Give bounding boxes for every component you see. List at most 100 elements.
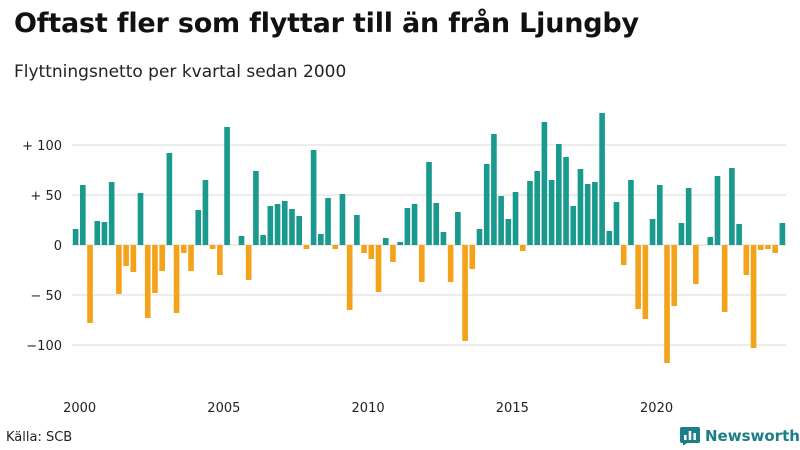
bar [274, 204, 281, 245]
bar [368, 245, 375, 259]
bar [714, 176, 721, 245]
bar [238, 236, 245, 245]
bar [404, 208, 411, 245]
bar [505, 219, 512, 245]
bar [281, 201, 288, 245]
bar [498, 196, 504, 245]
bar [491, 134, 497, 245]
bar [87, 245, 93, 323]
bar [123, 245, 129, 266]
bar [202, 180, 209, 245]
bar [332, 245, 339, 249]
bar [765, 245, 771, 249]
x-axis-labels: 2000 2005 2010 2015 2020 [63, 401, 673, 416]
chart-subtitle: Flyttningsnetto per kvartal sedan 2000 [14, 62, 347, 82]
bar [642, 245, 649, 319]
y-tick-label: + 100 [22, 139, 62, 154]
bar [779, 223, 786, 245]
bar [584, 184, 591, 245]
bar [678, 223, 685, 245]
bar [440, 232, 447, 245]
y-tick-label: −100 [26, 339, 62, 354]
bar [130, 245, 137, 272]
bar [354, 215, 360, 245]
y-tick-label: − 50 [30, 289, 62, 304]
bar [519, 245, 526, 251]
bar [260, 235, 266, 245]
bar [426, 162, 432, 245]
bar [245, 245, 252, 280]
bar [310, 150, 317, 245]
bar [707, 237, 714, 245]
bar [253, 171, 259, 245]
x-tick-label: 2005 [207, 401, 240, 416]
bar [757, 245, 764, 250]
bar [721, 245, 728, 312]
bar [476, 229, 483, 245]
bar [390, 245, 396, 262]
bar [224, 127, 230, 245]
chart-title: Oftast fler som flyttar till än från Lju… [14, 8, 639, 39]
bar [685, 188, 692, 245]
bar [325, 198, 331, 245]
bar-chart: + 100 + 50 0 − 50 −100 2000 2005 2010 2015 2020 [22, 113, 786, 416]
x-tick-label: 2015 [496, 401, 529, 416]
bar [592, 182, 598, 245]
bar-chart-icon [680, 427, 700, 445]
bar [180, 245, 187, 253]
bar [217, 245, 223, 275]
bar [563, 157, 569, 245]
x-tick-label: 2010 [352, 401, 385, 416]
bar [469, 245, 476, 269]
bar [556, 144, 562, 245]
bar [267, 206, 274, 245]
bar [483, 164, 490, 245]
bar [346, 245, 353, 310]
x-tick-label: 2020 [640, 401, 673, 416]
bar [462, 245, 468, 341]
bar-layer [72, 113, 786, 363]
bar [577, 169, 584, 245]
bar [729, 168, 735, 245]
x-tick-label: 2000 [63, 401, 96, 416]
bar [382, 238, 389, 245]
bar [188, 245, 194, 271]
bar [94, 221, 101, 245]
bar [137, 193, 144, 245]
bar [743, 245, 750, 275]
bar [72, 229, 79, 245]
bar [209, 245, 216, 249]
bar [411, 204, 418, 245]
bar [433, 203, 440, 245]
bar [80, 185, 86, 245]
bar [548, 180, 555, 245]
bar [116, 245, 122, 294]
bar [361, 245, 367, 253]
bar [296, 216, 302, 245]
bar [534, 171, 540, 245]
bar [289, 209, 295, 245]
bar [628, 180, 634, 245]
bar [649, 219, 656, 245]
bar [159, 245, 165, 271]
bar [606, 231, 613, 245]
bar [195, 210, 202, 245]
bar [541, 122, 548, 245]
brand-logo: Newsworthy [680, 427, 800, 445]
y-tick-label: 0 [54, 239, 62, 254]
bar [101, 222, 108, 245]
bar [339, 194, 346, 245]
bar [152, 245, 158, 293]
bar [108, 182, 115, 245]
bar [772, 245, 778, 253]
bar [671, 245, 678, 306]
bar [375, 245, 382, 292]
bar [173, 245, 180, 313]
bar [613, 202, 620, 245]
bar [166, 153, 173, 245]
bar [736, 224, 742, 245]
bar [693, 245, 699, 284]
bar [144, 245, 151, 318]
bar [635, 245, 641, 309]
bar [570, 206, 577, 245]
